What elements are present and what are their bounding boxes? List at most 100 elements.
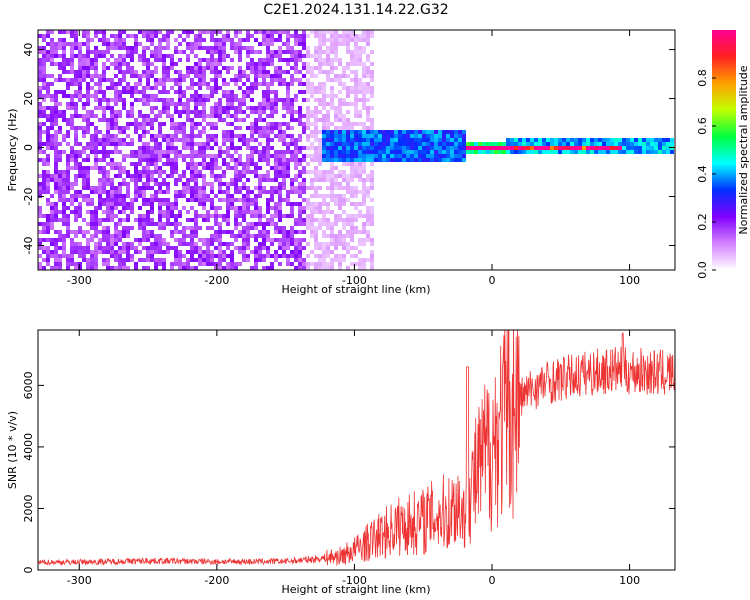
spectrogram-cell (182, 242, 186, 246)
spectrogram-cell (470, 146, 474, 150)
spectrogram-cell (302, 146, 306, 150)
spectrogram-cell (318, 34, 322, 38)
spectrogram-cell (202, 258, 206, 262)
spectrogram-cell (330, 174, 334, 178)
spectrogram-cell (174, 102, 178, 106)
spectrogram-cell (138, 114, 142, 118)
spectrogram-cell (662, 138, 666, 142)
spectrogram-cell (366, 206, 370, 210)
spectrogram-cell (246, 190, 250, 194)
spectrogram-cell (350, 38, 354, 42)
spectrogram-cell (310, 202, 314, 206)
spectrogram-cell (326, 242, 330, 246)
spectrogram-cell (114, 162, 118, 166)
spectrogram-cell (74, 246, 78, 250)
spectrogram-cell (174, 206, 178, 210)
spectrogram-cell (230, 98, 234, 102)
spectrogram-cell (290, 98, 294, 102)
spectrogram-cell (110, 218, 114, 222)
spectrogram-cell (302, 34, 306, 38)
spectrogram-cell (334, 50, 338, 54)
spectrogram-cell (334, 242, 338, 246)
spectrogram-cell (154, 170, 158, 174)
spectrogram-cell (322, 142, 326, 146)
spectrogram-cell (298, 258, 302, 262)
spectrogram-cell (90, 150, 94, 154)
spectrogram-cell (310, 234, 314, 238)
spectrogram-cell (218, 118, 222, 122)
spectrogram-cell (354, 226, 358, 230)
spectrogram-cell (218, 178, 222, 182)
spectrogram-cell (286, 150, 290, 154)
spectrogram-cell (54, 174, 58, 178)
spectrogram-cell (202, 146, 206, 150)
spectrogram-cell (534, 142, 538, 146)
spectrogram-cell (362, 190, 366, 194)
spectrogram-cell (322, 242, 326, 246)
spectrogram-cell (122, 42, 126, 46)
spectrogram-cell (66, 206, 70, 210)
spectrogram-cell (298, 238, 302, 242)
spectrogram-cell (298, 122, 302, 126)
spectrogram-cell (242, 194, 246, 198)
spectrogram-cell (86, 122, 90, 126)
spectrogram-cell (174, 38, 178, 42)
spectrogram-cell (402, 142, 406, 146)
spectrogram-cell (294, 110, 298, 114)
spectrogram-cell (550, 138, 554, 142)
spectrogram-cell (422, 146, 426, 150)
spectrogram-cell (54, 162, 58, 166)
spectrogram-cell (334, 38, 338, 42)
spectrogram-cell (54, 102, 58, 106)
spectrogram-cell (126, 50, 130, 54)
spectrogram-cell (114, 46, 118, 50)
spectrogram-cell (290, 138, 294, 142)
spectrogram-cell (110, 254, 114, 258)
spectrogram-cell (322, 126, 326, 130)
spectrogram-cell (194, 178, 198, 182)
spectrogram-cell (46, 138, 50, 142)
spectrogram-cell (598, 150, 602, 154)
spectrogram-cell (182, 106, 186, 110)
spectrogram-cell (54, 182, 58, 186)
spectrogram-cell (122, 130, 126, 134)
spectrogram-cell (246, 66, 250, 70)
spectrogram-cell (310, 66, 314, 70)
spectrogram-cell (210, 198, 214, 202)
spectrogram-cell (366, 54, 370, 58)
spectrogram-cell (594, 146, 598, 150)
spectrogram-cell (326, 266, 330, 270)
spectrogram-cell (338, 38, 342, 42)
spectrogram-cell (290, 182, 294, 186)
spectrogram-cell (366, 82, 370, 86)
spectrogram-cell (186, 86, 190, 90)
spectrogram-cell (338, 182, 342, 186)
spectrogram-cell (322, 194, 326, 198)
spectrogram-cell (182, 254, 186, 258)
spectrogram-cell (186, 182, 190, 186)
spectrogram-cell (178, 78, 182, 82)
spectrogram-cell (70, 102, 74, 106)
spectrogram-cell (298, 218, 302, 222)
spectrogram-cell (334, 110, 338, 114)
spectrogram-cell (210, 138, 214, 142)
spectrogram-cell (62, 46, 66, 50)
spectrogram-cell (274, 106, 278, 110)
spectrogram-cell (146, 150, 150, 154)
spectrogram-cell (78, 62, 82, 66)
spectrogram-cell (162, 74, 166, 78)
spectrogram-cell (54, 254, 58, 258)
spectrogram-cell (146, 114, 150, 118)
spectrogram-cell (370, 90, 374, 94)
spectrogram-cell (238, 54, 242, 58)
figure-title: C2E1.2024.131.14.22.G32 (263, 2, 448, 18)
spectrogram-cell (286, 94, 290, 98)
spectrogram-cell (142, 94, 146, 98)
spectrogram-cell (298, 230, 302, 234)
spectrogram-cell (334, 74, 338, 78)
spectrogram-cell (154, 146, 158, 150)
spectrogram-cell (582, 142, 586, 146)
spectrogram-cell (62, 58, 66, 62)
spectrogram-cell (238, 98, 242, 102)
